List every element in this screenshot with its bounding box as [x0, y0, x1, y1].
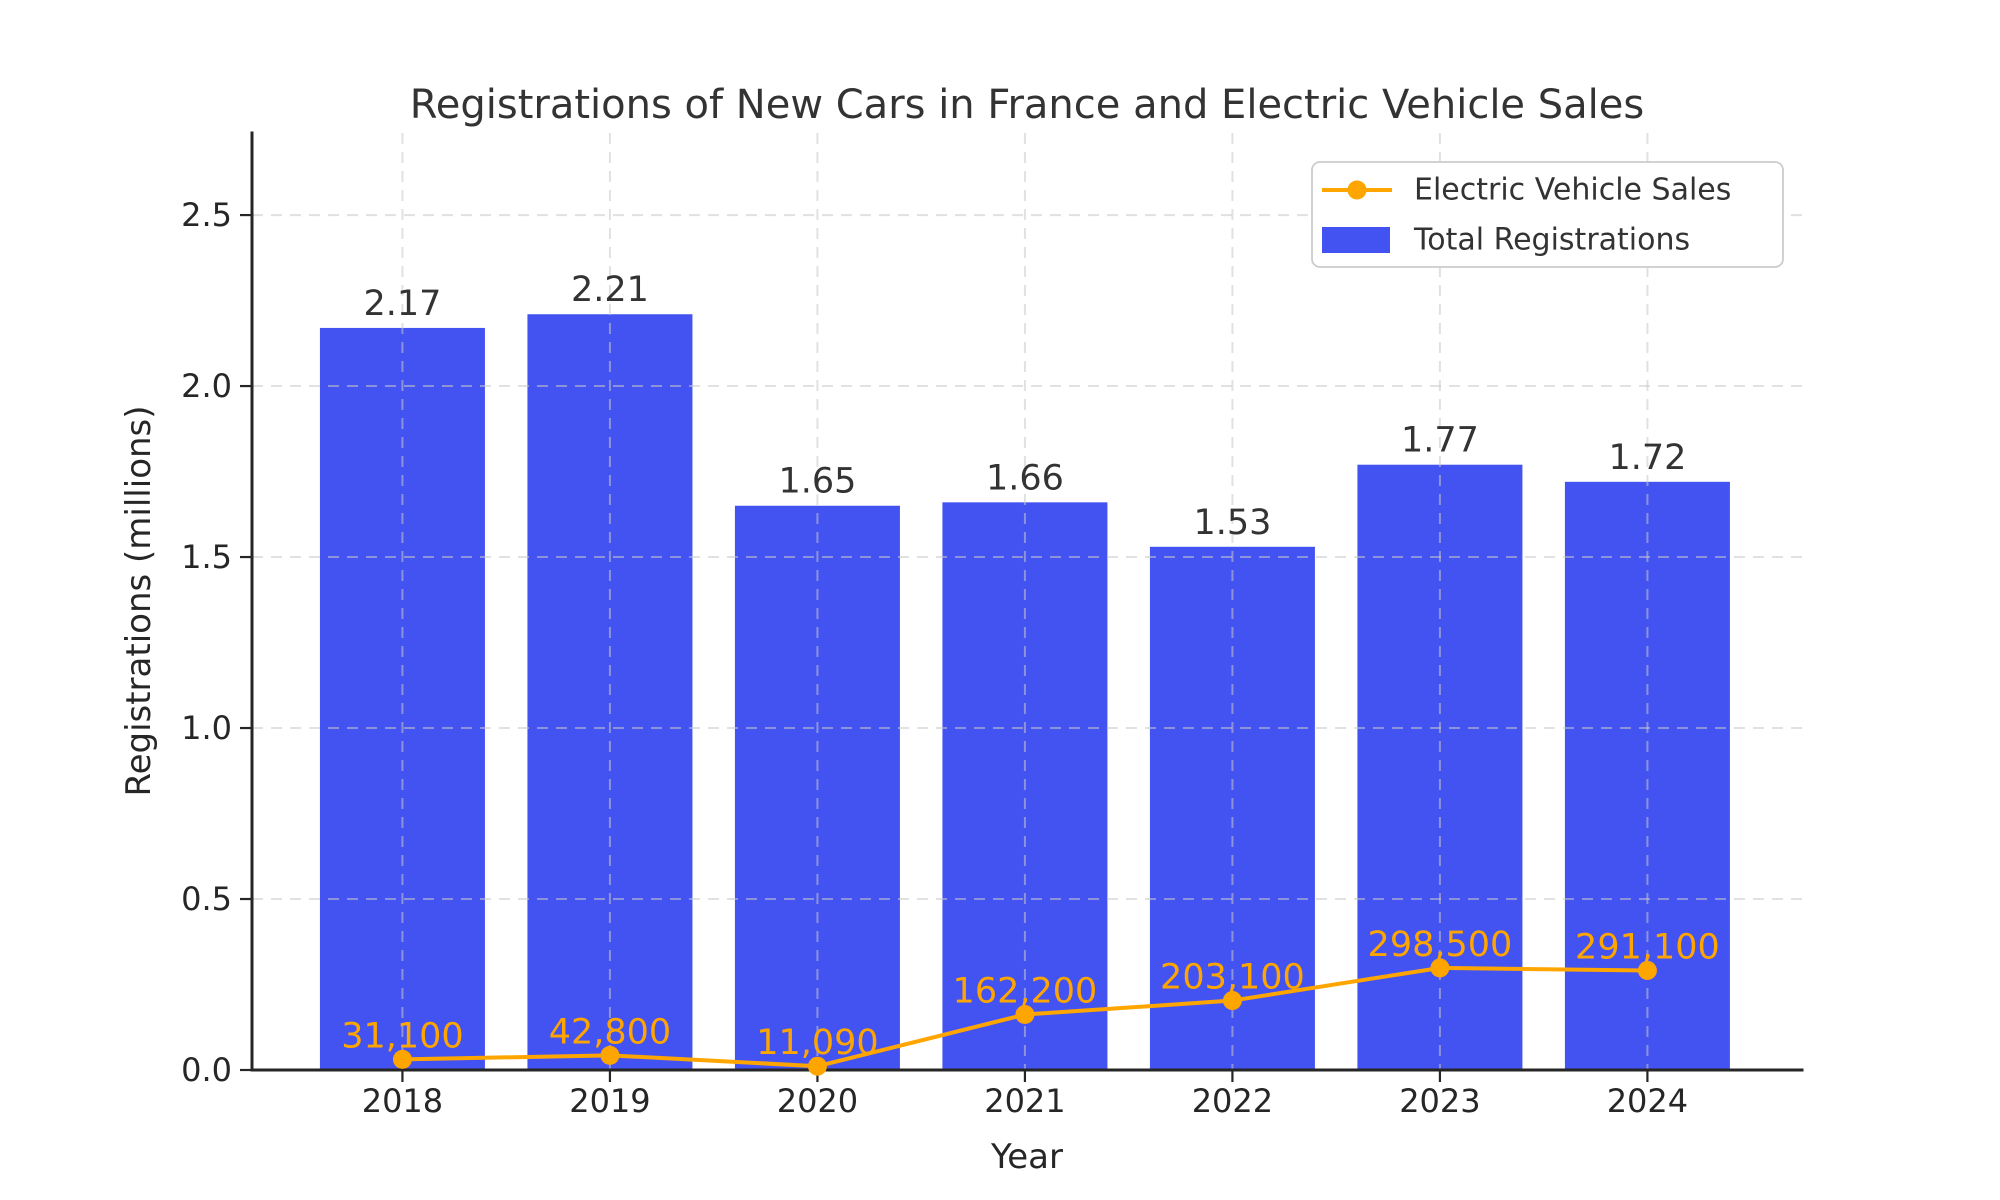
- y-tick-label-2.0: 2.0: [181, 367, 232, 405]
- bar-value-label-2022: 1.53: [1193, 503, 1271, 543]
- x-tick-label-2023: 2023: [1399, 1082, 1480, 1120]
- x-tick-label-2018: 2018: [362, 1082, 443, 1120]
- ev-point-label-2023: 298,500: [1368, 925, 1513, 965]
- legend-swatch-icon: [1322, 227, 1390, 253]
- legend: Electric Vehicle Sales Total Registratio…: [1311, 161, 1784, 268]
- y-tick-label-0.5: 0.5: [181, 880, 232, 918]
- ev-point-label-2020: 11,090: [756, 1023, 878, 1063]
- y-axis-title: Registrations (millions): [119, 405, 159, 796]
- ev-marker-2021: [1015, 1005, 1035, 1025]
- ev-marker-2023: [1430, 958, 1450, 978]
- legend-frame: [1311, 161, 1784, 268]
- chart-title: Registrations of New Cars in France and …: [410, 82, 1644, 128]
- x-tick-label-2019: 2019: [569, 1082, 650, 1120]
- legend-item-total-registrations: Total Registrations: [1322, 223, 1690, 258]
- x-tick-label-2022: 2022: [1192, 1082, 1273, 1120]
- ev-marker-2020: [807, 1056, 827, 1076]
- ev-point-label-2024: 291,100: [1575, 927, 1720, 967]
- legend-marker-icon: [1347, 180, 1367, 200]
- x-tick-label-2020: 2020: [777, 1082, 858, 1120]
- ev-point-label-2022: 203,100: [1160, 958, 1305, 998]
- bar-value-label-2021: 1.66: [986, 458, 1064, 498]
- plot-area: 0.0 0.5 1.0 1.5 2.0 2.5 2018 2019 2020 2021 2022 20…: [181, 131, 1804, 1120]
- ev-point-label-2021: 162,200: [953, 972, 1098, 1012]
- x-axis-title: Year: [990, 1137, 1063, 1177]
- ev-marker-2022: [1222, 991, 1242, 1011]
- ev-marker-2019: [600, 1045, 620, 1065]
- bar-value-label-2024: 1.72: [1608, 438, 1686, 478]
- y-tick-label-0.0: 0.0: [181, 1051, 232, 1089]
- y-tick-label-2.5: 2.5: [181, 196, 232, 234]
- bar-value-label-2023: 1.77: [1401, 421, 1479, 461]
- y-tick-label-1.0: 1.0: [181, 709, 232, 747]
- bar-value-label-2020: 1.65: [778, 462, 856, 502]
- ev-point-label-2018: 31,100: [341, 1016, 463, 1056]
- ev-marker-2018: [392, 1049, 412, 1069]
- legend-label-total-registrations: Total Registrations: [1413, 223, 1690, 258]
- x-tick-label-2021: 2021: [984, 1082, 1065, 1120]
- legend-label-ev-sales: Electric Vehicle Sales: [1414, 173, 1731, 208]
- legend-item-ev-sales: Electric Vehicle Sales: [1322, 173, 1731, 208]
- bar-value-label-2019: 2.21: [571, 270, 649, 310]
- ev-point-label-2019: 42,800: [549, 1012, 671, 1052]
- ev-marker-2024: [1637, 960, 1657, 980]
- bar-value-label-2018: 2.17: [363, 284, 441, 324]
- x-tick-label-2024: 2024: [1607, 1082, 1688, 1120]
- y-tick-label-1.5: 1.5: [181, 538, 232, 576]
- bar-2018: [319, 327, 485, 1071]
